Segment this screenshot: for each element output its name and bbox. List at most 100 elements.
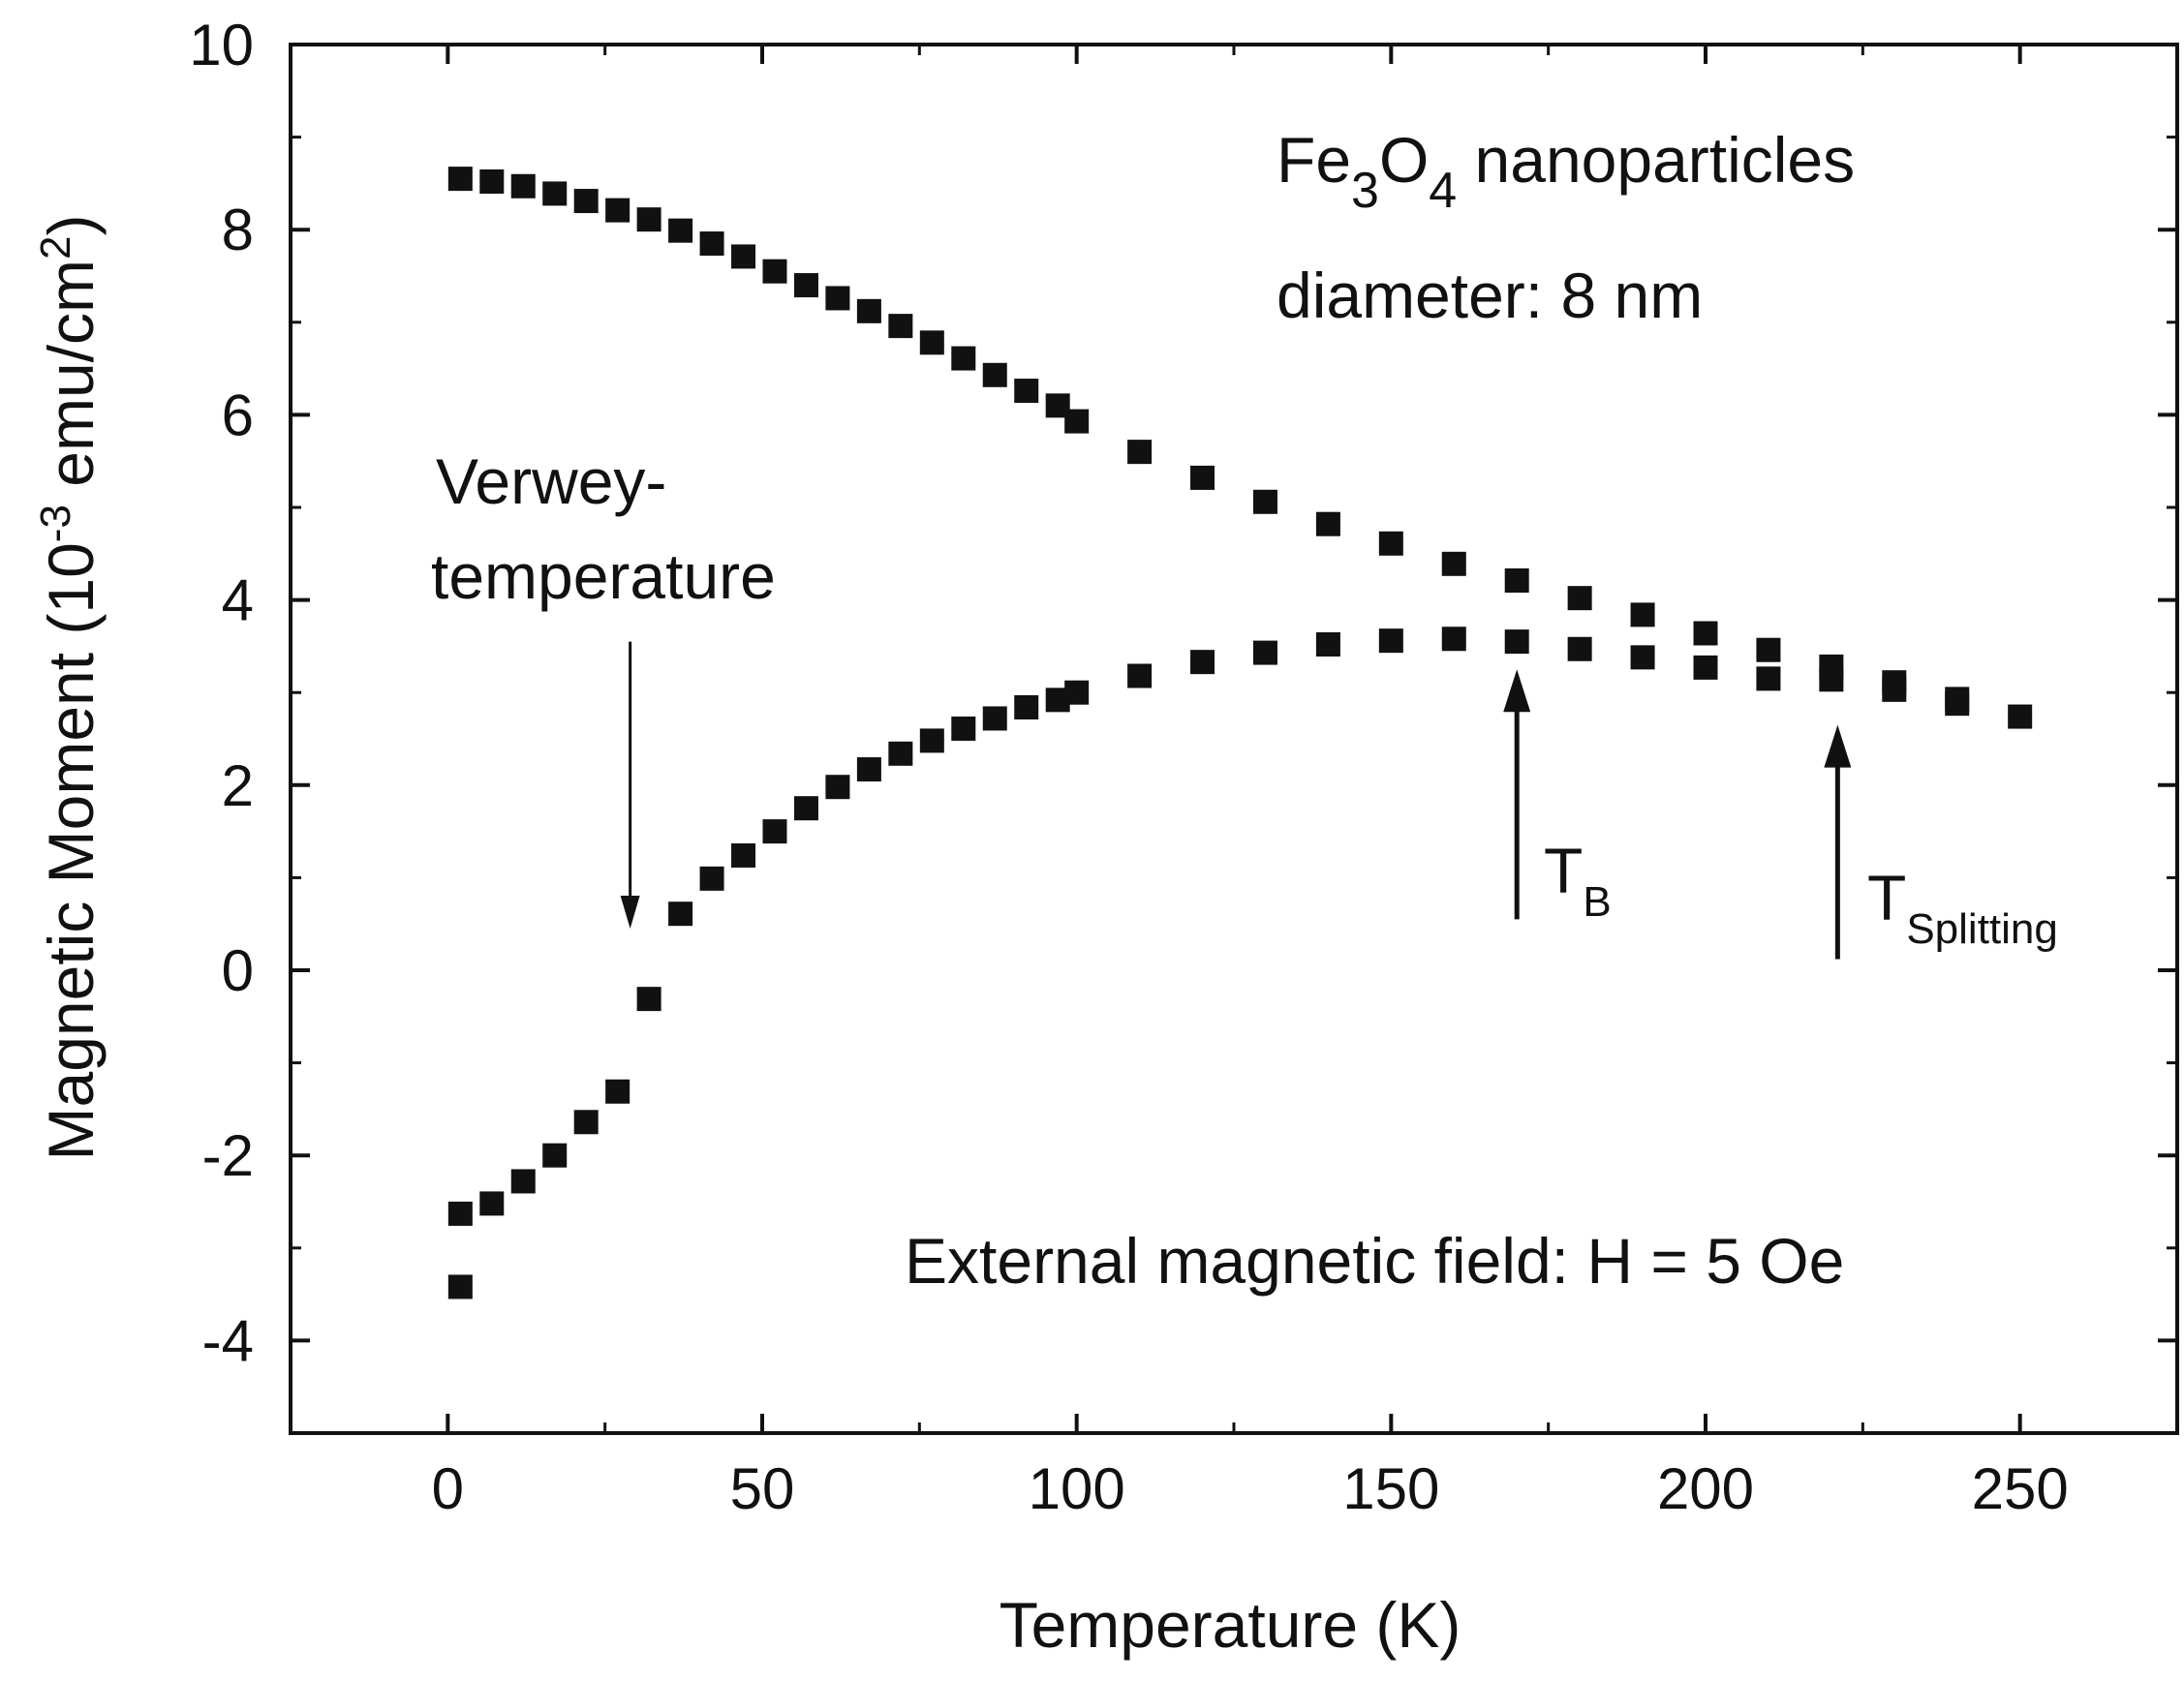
upper-branch-point [1756, 637, 1781, 662]
lower-branch-point [825, 775, 850, 800]
x-tick-label: 250 [1972, 1456, 2069, 1521]
lower-branch-point [951, 716, 976, 741]
upper-branch-point [1378, 531, 1403, 556]
material-rest: nanoparticles [1457, 124, 1855, 196]
y-tick-label: -4 [202, 1308, 254, 1373]
external-field-label: External magnetic field: H = 5 Oe [905, 1225, 1844, 1297]
material-sub-4: 4 [1429, 163, 1457, 219]
upper-branch-point [888, 314, 913, 339]
x-tick-label: 100 [1029, 1456, 1125, 1521]
lower-branch-point [542, 1143, 568, 1168]
y-axis-title-prefix: Magnetic Moment (10 [35, 542, 107, 1160]
upper-branch-point [605, 198, 631, 223]
upper-branch-point [731, 244, 756, 269]
x-tick-label: 200 [1657, 1456, 1754, 1521]
y-tick-label: -2 [202, 1123, 254, 1188]
verwey-label-line-2: temperature [431, 540, 776, 612]
upper-branch-point [2008, 704, 2033, 729]
upper-branch-point [1064, 409, 1090, 434]
lower-branch-point [1441, 627, 1466, 652]
tb-label: TB [1544, 835, 1612, 926]
lower-branch-point [982, 706, 1007, 731]
y-tick-label: 2 [222, 753, 254, 818]
verwey-arrow-head [620, 895, 640, 929]
lower-branch-point [636, 987, 661, 1012]
tb-symbol: T [1544, 835, 1583, 906]
tsplitting-symbol: T [1867, 862, 1906, 933]
y-tick-label: 4 [222, 568, 254, 633]
upper-branch-point [636, 207, 661, 232]
x-tick-label: 50 [730, 1456, 795, 1521]
x-tick-label: 0 [432, 1456, 464, 1521]
lower-branch-point [1756, 666, 1781, 691]
y-tick-label: 8 [222, 198, 254, 262]
lower-branch-point [793, 796, 818, 821]
y-axis-title: Magnetic Moment (10-3 emu/cm2) [32, 215, 107, 1161]
y-axis-title-middle: emu/cm [35, 260, 107, 504]
lower-branch-point [731, 842, 756, 868]
lower-branch-point [1252, 640, 1277, 665]
lower-branch-point [762, 819, 787, 844]
axis-tick-labels: 0 50 100 150 200 250 -4 -2 0 2 4 6 8 10 [189, 13, 2068, 1521]
upper-branch-point [668, 218, 693, 243]
y-tick-label: 10 [189, 13, 254, 77]
lower-branch-point [888, 741, 913, 766]
sample-material-label: Fe3O4 nanoparticles [1277, 124, 1855, 219]
lower-branch-point [1315, 631, 1340, 657]
lower-branch-point [1945, 691, 1970, 717]
x-axis-title: Temperature (K) [1000, 1589, 1461, 1661]
verwey-label-line-1: Verwey- [436, 445, 666, 517]
lower-branch-point [1378, 628, 1403, 654]
lower-branch-point [856, 757, 881, 782]
upper-branch-point [919, 330, 944, 355]
lower-branch-point [447, 1274, 473, 1299]
lower-branch-point [605, 1079, 631, 1104]
upper-branch-point [856, 298, 881, 323]
material-sub-3: 3 [1351, 163, 1379, 219]
material-o: O [1379, 124, 1429, 196]
tsplit-arrow-head [1824, 724, 1852, 768]
data-markers [447, 167, 2033, 1299]
upper-branch-point [542, 181, 568, 206]
upper-branch-point [982, 362, 1007, 387]
lower-branch-point [573, 1110, 599, 1135]
y-tick-label: 6 [222, 382, 254, 447]
upper-branch-point [1441, 551, 1466, 576]
lower-branch-point [1819, 667, 1844, 692]
material-fe: Fe [1277, 124, 1351, 196]
lower-branch-point [1504, 629, 1529, 655]
x-tick-label: 150 [1342, 1456, 1439, 1521]
lower-branch-point [699, 866, 724, 891]
lower-branch-point [510, 1169, 536, 1194]
tsplitting-label: TSplitting [1867, 862, 2058, 953]
upper-branch-point [762, 259, 787, 284]
lower-branch-point [668, 902, 693, 927]
lower-branch-point [1064, 680, 1090, 705]
tsplitting-subscript: Splitting [1906, 905, 2058, 953]
upper-branch-point [1127, 440, 1153, 465]
annotation-arrows [620, 641, 1852, 960]
upper-branch-point [793, 273, 818, 298]
lower-branch-point [1630, 645, 1655, 670]
lower-branch-point [1567, 636, 1592, 661]
upper-branch-point [951, 346, 976, 371]
upper-branch-point [1693, 621, 1718, 646]
upper-branch-point [447, 167, 473, 192]
upper-branch-point [510, 173, 536, 199]
lower-branch-point [1190, 650, 1215, 675]
upper-branch-point [1630, 602, 1655, 627]
upper-branch-point [1252, 489, 1277, 514]
upper-branch-point [1567, 586, 1592, 611]
lower-branch-point [919, 728, 944, 753]
lower-branch-point [447, 1201, 473, 1226]
tb-arrow-head [1503, 669, 1531, 713]
y-tick-label: 0 [222, 938, 254, 1003]
upper-branch-point [1014, 379, 1039, 404]
upper-branch-point [699, 231, 724, 257]
upper-branch-point [1315, 511, 1340, 536]
upper-branch-point [1504, 568, 1529, 594]
sample-diameter-label: diameter: 8 nm [1277, 260, 1703, 331]
plot-frame [289, 43, 2179, 1435]
lower-branch-point [1882, 677, 1907, 702]
